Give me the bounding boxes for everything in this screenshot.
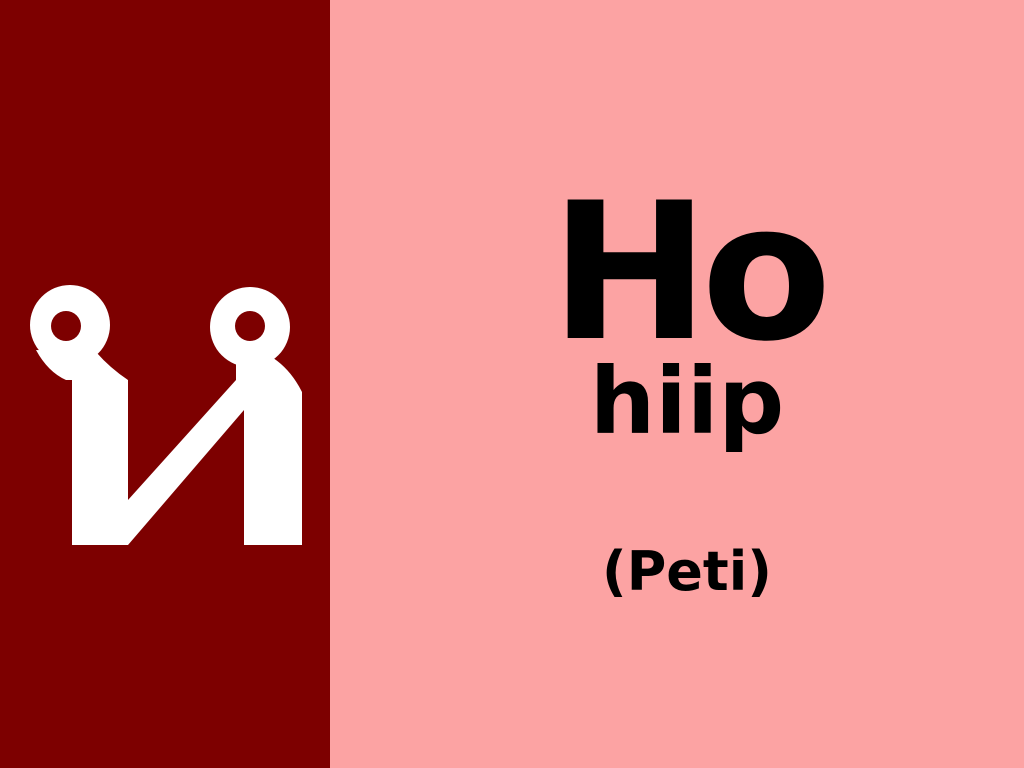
translation-text: (Peti) <box>602 540 772 603</box>
main-word: Ho <box>550 162 832 383</box>
glyph-panel <box>0 0 330 768</box>
romanization-text: hiip <box>589 348 785 455</box>
script-character-glyph-icon <box>30 285 302 545</box>
word-panel: Ho hiip (Peti) <box>330 0 1024 768</box>
